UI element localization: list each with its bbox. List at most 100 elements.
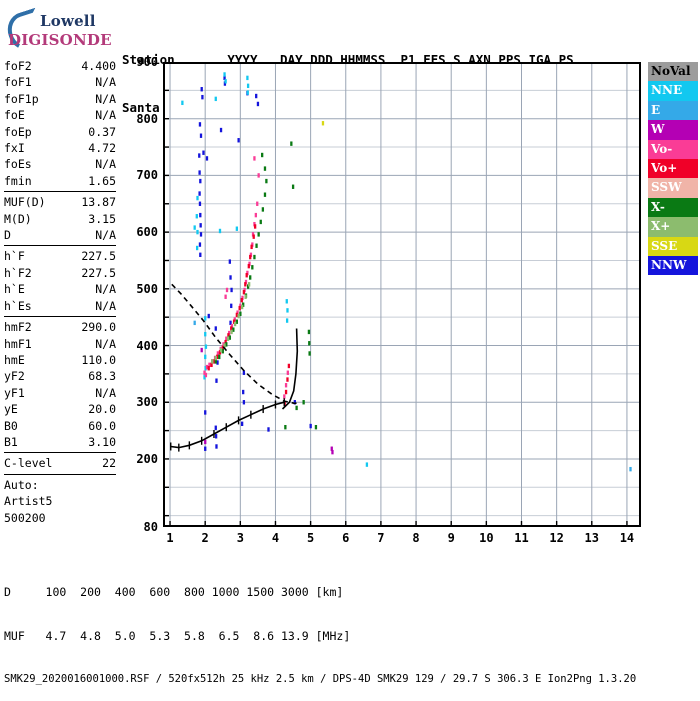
param-value: N/A: [95, 228, 116, 243]
footer-muf-label: MUF: [4, 628, 32, 643]
echo-series-vo: [207, 224, 291, 406]
echo-point: [201, 94, 204, 100]
footer-muf-value: 5.8: [170, 628, 205, 643]
echo-point: [242, 389, 245, 395]
echo-point: [307, 329, 311, 335]
param-divider: [4, 245, 116, 247]
param-row: h`F2 227.5: [4, 265, 116, 281]
echo-point: [246, 284, 250, 289]
y-axis-tick-label: 800: [136, 111, 158, 126]
echo-point: [285, 299, 288, 304]
param-row: B1 3.10: [4, 434, 116, 450]
echo-point: [244, 279, 248, 285]
echo-point: [257, 232, 260, 237]
echo-point: [199, 133, 203, 138]
echo-point: [254, 212, 257, 218]
echo-point: [253, 254, 256, 260]
legend-item-nnw[interactable]: NNW: [648, 255, 698, 276]
legend-item-e[interactable]: E: [648, 100, 698, 121]
echo-point: [245, 273, 248, 278]
param-value: N/A: [95, 336, 116, 351]
param-row: foE N/A: [4, 107, 116, 123]
param-auto-line: Auto:: [4, 477, 39, 492]
echo-point: [218, 350, 222, 355]
footer-d-value: 800: [170, 585, 205, 599]
echo-point: [284, 424, 287, 430]
echo-point: [257, 173, 260, 178]
echo-point: [193, 225, 196, 230]
echo-point: [261, 152, 264, 158]
echo-point: [235, 226, 239, 231]
param-key: foEs: [4, 157, 32, 172]
echo-point: [198, 153, 201, 158]
x-axis-tick-label: 2: [201, 531, 209, 545]
param-row: foF1p N/A: [4, 91, 116, 107]
echo-point: [198, 170, 201, 175]
param-row: foF2 4.400: [4, 58, 116, 74]
legend-item-ssw[interactable]: SSW: [648, 178, 698, 198]
legend-item-noval[interactable]: NoVal: [648, 62, 698, 82]
legend-item-x[interactable]: X-: [648, 197, 698, 218]
echo-point: [308, 341, 311, 346]
echo-point: [242, 290, 246, 295]
param-value: N/A: [95, 282, 116, 297]
echo-point: [204, 354, 207, 360]
echo-point: [196, 229, 199, 235]
echo-series-nne: [181, 72, 369, 467]
echo-point: [248, 261, 251, 267]
legend-item-nne[interactable]: NNE: [648, 81, 698, 101]
echo-point: [215, 444, 218, 449]
echo-point: [224, 339, 227, 345]
legend-item-w[interactable]: W: [648, 120, 698, 140]
param-value: 4.400: [81, 59, 116, 73]
param-row: hmF2 290.0: [4, 319, 116, 335]
param-row: M(D) 3.15: [4, 211, 116, 227]
param-value: 13.87: [81, 195, 116, 210]
x-axis-tick-label: 10: [479, 531, 494, 545]
echo-point: [239, 303, 242, 309]
echo-point: [215, 378, 218, 383]
footer-d-value: 100: [31, 585, 67, 599]
echo-point: [286, 308, 289, 313]
param-key: fmin: [4, 173, 32, 188]
footer-distance-row: D 100 200 400 600 800 1000 1500 3000 [km…: [4, 585, 636, 600]
echo-point: [244, 294, 247, 299]
param-key: yE: [4, 402, 18, 417]
echo-point: [204, 331, 207, 337]
footer-muf-unit: [MHz]: [308, 628, 351, 643]
echo-point: [283, 394, 286, 399]
x-axis-tick-label: 14: [619, 531, 635, 545]
param-group-clevel: C-level 22: [4, 455, 116, 471]
echo-point: [199, 212, 202, 218]
echo-point: [242, 302, 245, 307]
echo-point: [284, 383, 288, 388]
echo-point: [228, 259, 231, 264]
echo-point: [290, 141, 293, 146]
param-value: 22: [102, 456, 116, 471]
param-row: yE 20.0: [4, 401, 116, 417]
legend-item-vo[interactable]: Vo+: [648, 158, 698, 179]
y-axis-labels: 80 200 300 400 500 600 700 800 900: [118, 55, 158, 534]
param-value: N/A: [95, 75, 116, 90]
echo-point: [204, 366, 207, 371]
echo-point: [216, 354, 219, 360]
param-group-frequencies: foF2 4.400 foF1 N/A foF1p N/A foE N/A foEp 0.37 fx…: [4, 58, 116, 189]
echo-point: [230, 324, 234, 329]
legend-item-vo[interactable]: Vo-: [648, 139, 698, 159]
param-value: N/A: [95, 298, 116, 313]
param-group-profile: hmF2 290.0 hmF1 N/A hmE 110.0 yF2 68.3 yF1 N/A yE 2…: [4, 319, 116, 450]
echo-point: [291, 184, 295, 189]
y-axis-tick-label: 400: [136, 338, 158, 353]
echo-series-x: [211, 282, 251, 364]
legend-item-x[interactable]: X+: [648, 217, 698, 237]
x-axis-tick-label: 1: [166, 531, 174, 545]
param-key: yF1: [4, 385, 25, 400]
echo-point: [267, 427, 270, 432]
param-value: 68.3: [88, 369, 116, 384]
param-row: B0 60.0: [4, 418, 116, 434]
echo-point: [240, 304, 244, 310]
ionogram-plot[interactable]: [163, 62, 641, 527]
echo-point: [225, 287, 229, 293]
echo-series-sse: [321, 121, 325, 126]
legend-item-sse[interactable]: SSE: [648, 236, 698, 256]
